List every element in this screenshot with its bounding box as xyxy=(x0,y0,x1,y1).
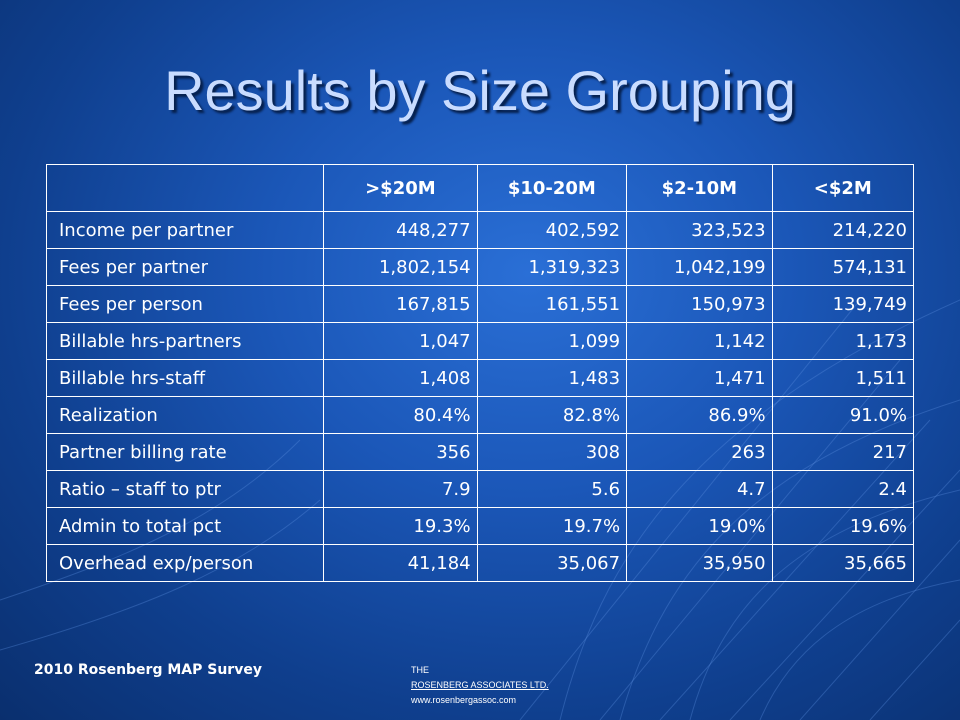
table-row: Realization 80.4% 82.8% 86.9% 91.0% xyxy=(45,396,915,434)
cell-value: 41,184 xyxy=(323,544,478,582)
table-header-row: >$20M $10-20M $2-10M <$2M xyxy=(45,164,915,212)
cell-value: 19.6% xyxy=(771,507,915,545)
cell-value: 2.4 xyxy=(771,470,915,508)
cell-value: 1,173 xyxy=(771,322,915,360)
row-label: Billable hrs-staff xyxy=(45,359,325,397)
table-row: Fees per partner 1,802,154 1,319,323 1,0… xyxy=(45,248,915,286)
cell-value: 5.6 xyxy=(476,470,628,508)
cell-value: 356 xyxy=(323,433,478,471)
slide-title: Results by Size Grouping xyxy=(164,59,796,122)
header-over-20m: >$20M xyxy=(323,164,478,212)
cell-value: 19.3% xyxy=(323,507,478,545)
cell-value: 308 xyxy=(476,433,628,471)
cell-value: 35,950 xyxy=(626,544,773,582)
cell-value: 167,815 xyxy=(323,285,478,323)
table-row: Billable hrs-staff 1,408 1,483 1,471 1,5… xyxy=(45,359,915,397)
cell-value: 214,220 xyxy=(771,211,915,249)
cell-value: 1,408 xyxy=(323,359,478,397)
cell-value: 139,749 xyxy=(771,285,915,323)
cell-value: 1,483 xyxy=(476,359,628,397)
table-row: Overhead exp/person 41,184 35,067 35,950… xyxy=(45,544,915,582)
header-2-10m: $2-10M xyxy=(626,164,773,212)
cell-value: 4.7 xyxy=(626,470,773,508)
cell-value: 1,319,323 xyxy=(476,248,628,286)
row-label: Income per partner xyxy=(45,211,325,249)
cell-value: 161,551 xyxy=(476,285,628,323)
row-label: Partner billing rate xyxy=(45,433,325,471)
cell-value: 35,665 xyxy=(771,544,915,582)
firm-name-link[interactable]: ROSENBERG ASSOCIATES LTD. xyxy=(411,680,549,690)
cell-value: 1,099 xyxy=(476,322,628,360)
table-row: Ratio – staff to ptr 7.9 5.6 4.7 2.4 xyxy=(45,470,915,508)
cell-value: 150,973 xyxy=(626,285,773,323)
header-10-20m: $10-20M xyxy=(476,164,628,212)
cell-value: 1,042,199 xyxy=(626,248,773,286)
cell-value: 19.7% xyxy=(476,507,628,545)
row-label: Ratio – staff to ptr xyxy=(45,470,325,508)
table-row: Admin to total pct 19.3% 19.7% 19.0% 19.… xyxy=(45,507,915,545)
cell-value: 263 xyxy=(626,433,773,471)
row-label: Admin to total pct xyxy=(45,507,325,545)
row-label: Fees per person xyxy=(45,285,325,323)
cell-value: 7.9 xyxy=(323,470,478,508)
row-label: Overhead exp/person xyxy=(45,544,325,582)
table-row: Fees per person 167,815 161,551 150,973 … xyxy=(45,285,915,323)
row-label: Realization xyxy=(45,396,325,434)
cell-value: 217 xyxy=(771,433,915,471)
cell-value: 1,471 xyxy=(626,359,773,397)
survey-footer: 2010 Rosenberg MAP Survey xyxy=(34,662,262,678)
header-under-2m: <$2M xyxy=(771,164,915,212)
cell-value: 35,067 xyxy=(476,544,628,582)
cell-value: 1,047 xyxy=(323,322,478,360)
row-label: Fees per partner xyxy=(45,248,325,286)
cell-value: 1,142 xyxy=(626,322,773,360)
cell-value: 86.9% xyxy=(626,396,773,434)
table-row: Partner billing rate 356 308 263 217 xyxy=(45,433,915,471)
cell-value: 574,131 xyxy=(771,248,915,286)
cell-value: 448,277 xyxy=(323,211,478,249)
cell-value: 80.4% xyxy=(323,396,478,434)
cell-value: 19.0% xyxy=(626,507,773,545)
table-row: Billable hrs-partners 1,047 1,099 1,142 … xyxy=(45,322,915,360)
results-table: >$20M $10-20M $2-10M <$2M Income per par… xyxy=(45,164,915,582)
cell-value: 1,511 xyxy=(771,359,915,397)
cell-value: 1,802,154 xyxy=(323,248,478,286)
table-row: Income per partner 448,277 402,592 323,5… xyxy=(45,211,915,249)
firm-footer: THE ROSENBERG ASSOCIATES LTD. www.rosenb… xyxy=(411,663,549,708)
cell-value: 323,523 xyxy=(626,211,773,249)
cell-value: 402,592 xyxy=(476,211,628,249)
firm-url[interactable]: www.rosenbergassoc.com xyxy=(411,695,517,705)
row-label: Billable hrs-partners xyxy=(45,322,325,360)
cell-value: 82.8% xyxy=(476,396,628,434)
cell-value: 91.0% xyxy=(771,396,915,434)
header-blank xyxy=(45,164,325,212)
footer-the: THE xyxy=(411,665,429,675)
